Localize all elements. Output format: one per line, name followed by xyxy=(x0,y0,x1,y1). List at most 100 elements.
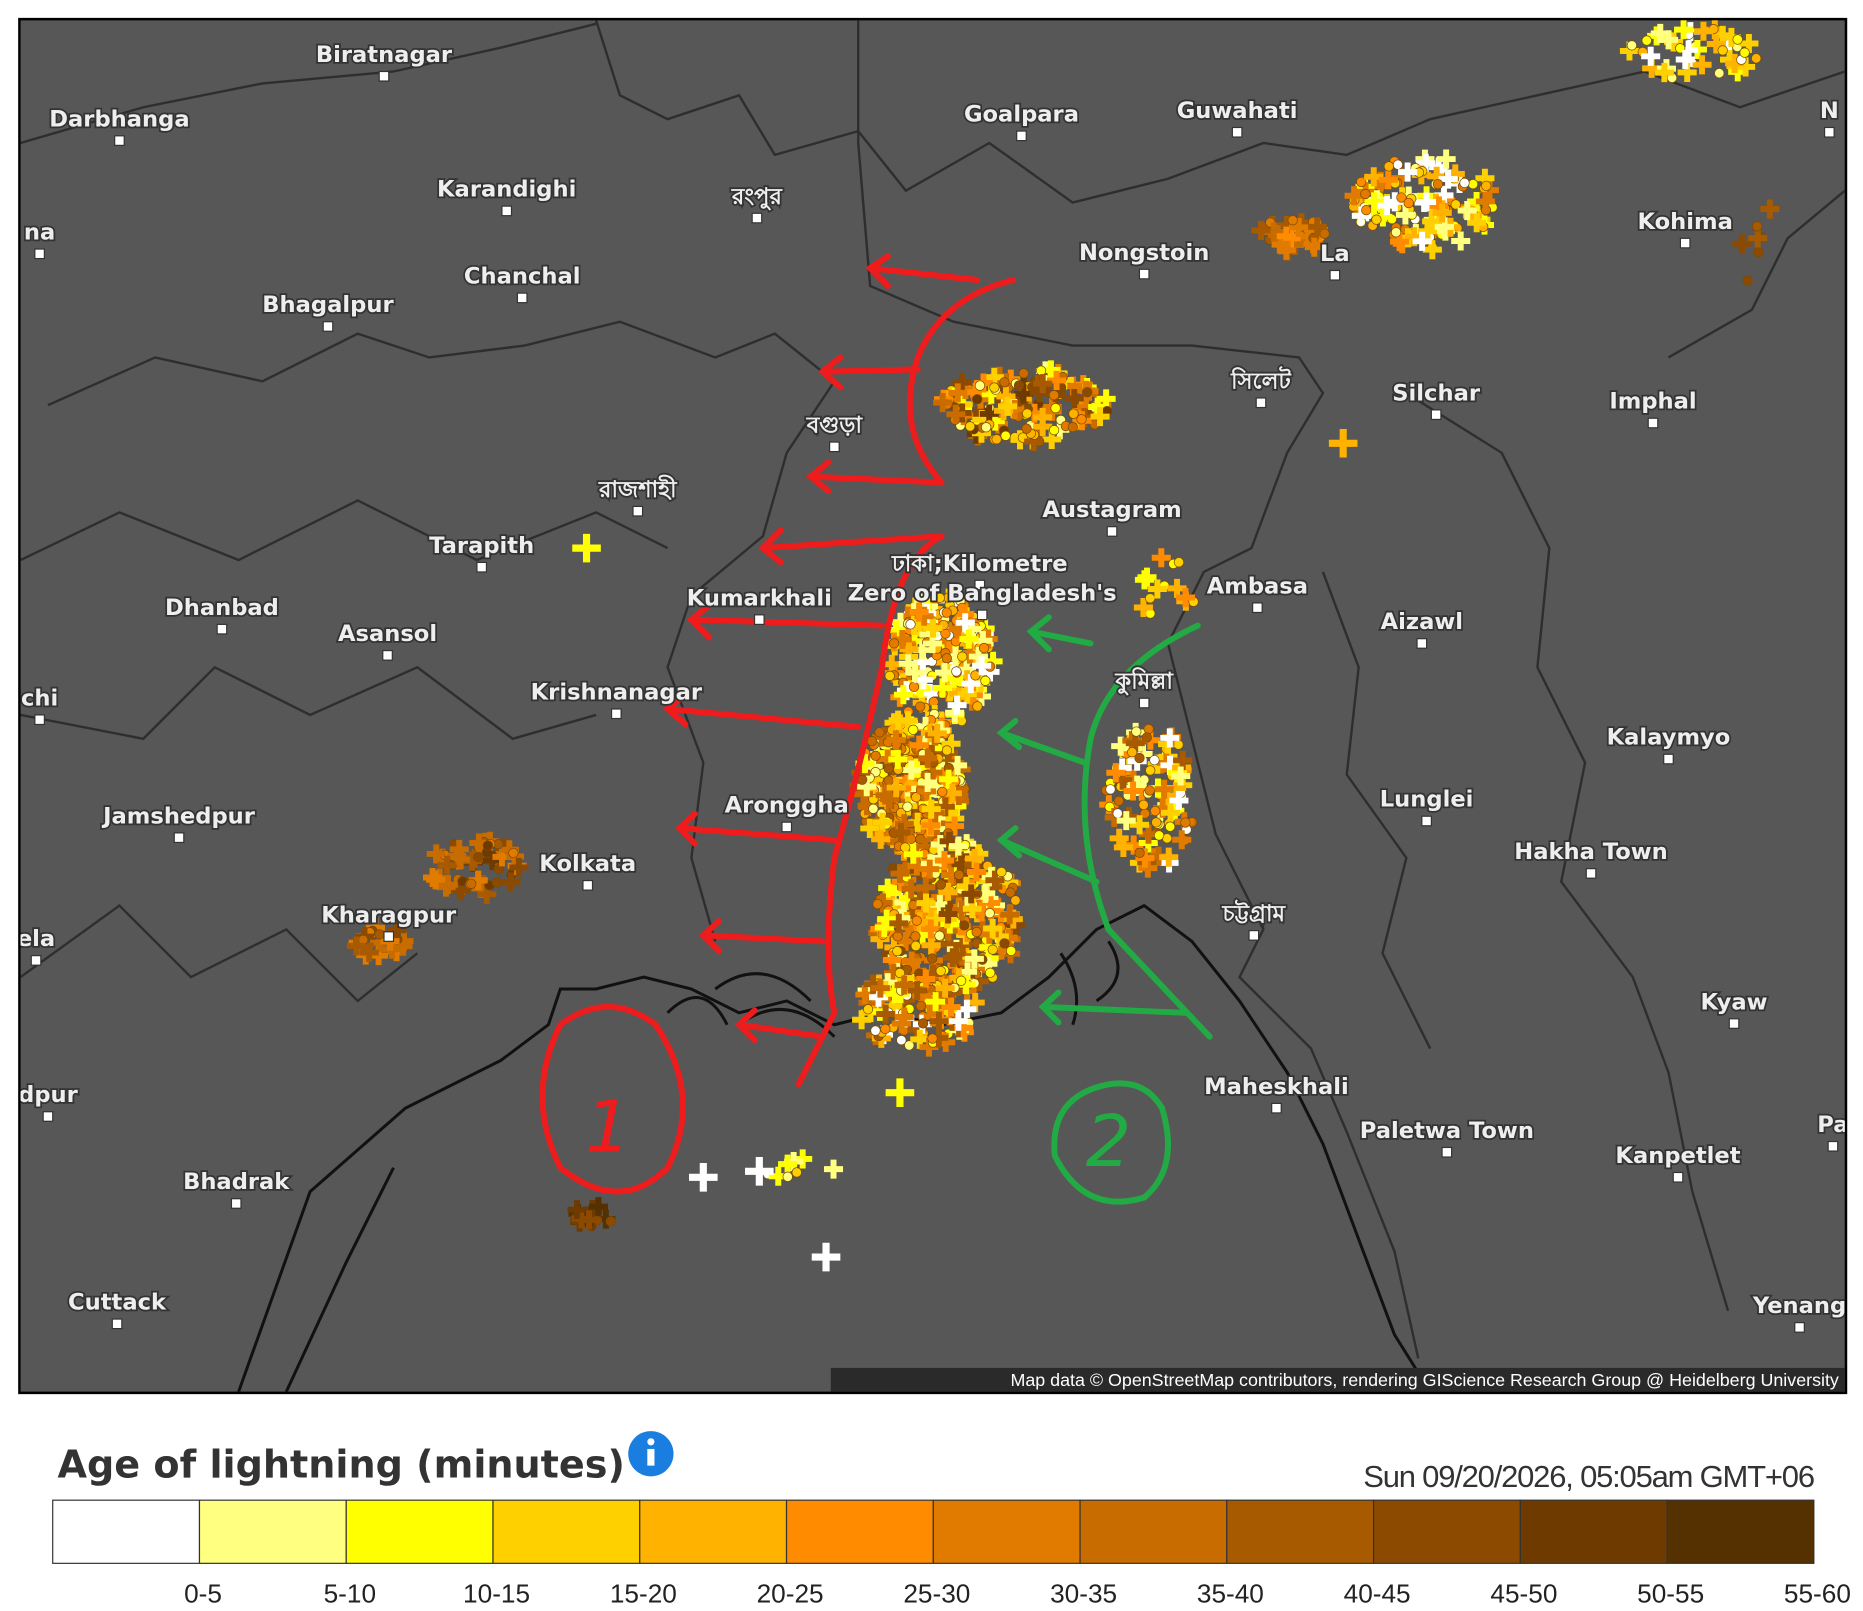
place-marker xyxy=(42,1111,54,1122)
lightning-strike xyxy=(1390,227,1402,238)
lightning-strike xyxy=(1378,170,1398,190)
place-marker xyxy=(1679,237,1691,249)
lightning-strike xyxy=(1033,374,1053,394)
place-marker xyxy=(976,609,988,621)
lightning-strike xyxy=(862,1004,874,1015)
lightning-strike xyxy=(493,863,504,875)
lightning-strike xyxy=(935,965,946,977)
lightning-strike xyxy=(1304,237,1324,257)
place-label: রাজশাহী xyxy=(598,474,678,503)
lightning-strike xyxy=(1739,47,1750,58)
lightning-strike xyxy=(437,855,457,875)
legend-label: 20-25 xyxy=(757,1579,824,1609)
place-label: Hakha Town xyxy=(1514,839,1667,865)
place-label: Goalpara xyxy=(964,102,1079,128)
legend-title: Age of lightning (minutes) xyxy=(57,1443,624,1487)
lightning-strike xyxy=(951,666,962,677)
lightning-strike xyxy=(910,940,921,952)
lightning-strike xyxy=(1022,408,1033,419)
legend-label: 5-10 xyxy=(324,1579,376,1609)
place-marker xyxy=(1827,1140,1839,1152)
info-button[interactable] xyxy=(628,1431,674,1477)
lightning-strike xyxy=(918,748,938,768)
lightning-strike xyxy=(1760,199,1780,219)
lightning-strike xyxy=(1180,817,1191,828)
lightning-strike xyxy=(1328,428,1358,458)
timestamp: Sun 09/20/2026, 05:05am GMT+06 xyxy=(1363,1459,1814,1494)
lightning-strike xyxy=(957,651,968,662)
lightning-strike xyxy=(1050,402,1061,414)
place-marker xyxy=(322,321,334,332)
lightning-strike xyxy=(1141,732,1152,743)
lightning-strike xyxy=(482,851,502,871)
lightning-strike xyxy=(920,859,940,879)
place-label: Asansol xyxy=(338,621,437,647)
place-marker xyxy=(1647,417,1659,429)
lightning-strike xyxy=(1753,247,1764,258)
lightning-strike xyxy=(1732,234,1752,254)
lightning-strike xyxy=(996,866,1007,878)
place-label: Ambasa xyxy=(1207,573,1308,599)
place-label: ঢাকা;Kilometre xyxy=(891,551,1068,577)
lightning-strike xyxy=(927,1033,938,1044)
lightning-strike xyxy=(935,879,947,890)
lightning-strike xyxy=(1172,830,1192,850)
map[interactable]: 1 2 Biratnagar Darbhanga Goalpara Guwahati K… xyxy=(17,20,1849,1392)
legend-label: 45-50 xyxy=(1490,1579,1557,1609)
lightning-strike xyxy=(917,1018,929,1029)
place-label: N xyxy=(1820,98,1839,124)
lightning-strike xyxy=(1361,205,1372,216)
lightning-strike xyxy=(1457,201,1477,221)
attribution: Map data © OpenStreetMap contributors, r… xyxy=(1010,1370,1838,1390)
lightning-strike xyxy=(1147,579,1167,599)
legend-swatch xyxy=(345,1499,494,1564)
lightning-strike xyxy=(987,944,998,955)
lightning-strike xyxy=(901,879,921,899)
place-marker xyxy=(111,1318,123,1330)
lightning-strike xyxy=(947,695,967,715)
lightning-strike xyxy=(1000,905,1020,925)
lightning-strike xyxy=(880,1023,891,1034)
lightning-strike xyxy=(892,946,903,957)
lightning-strike xyxy=(886,778,906,798)
lightning-strike xyxy=(891,822,911,843)
lightning-strike xyxy=(978,642,990,654)
lightning-strike xyxy=(984,908,995,919)
legend-label: 50-55 xyxy=(1637,1579,1704,1609)
lightning-strike xyxy=(1481,180,1492,191)
place-label: চট্টগ্রাম xyxy=(1222,898,1287,927)
place-marker xyxy=(30,955,42,966)
lightning-strike xyxy=(1145,765,1156,776)
lightning-strike xyxy=(1113,837,1133,857)
place-marker xyxy=(476,561,488,573)
place-marker xyxy=(114,135,125,146)
lightning-strike xyxy=(880,789,900,809)
lightning-strike xyxy=(1344,186,1364,206)
place-marker xyxy=(1138,268,1150,280)
legend: 0-5 5-10 10-15 15-20 20-25 25-30 30-35 35-40 40-… xyxy=(52,1499,1851,1609)
lightning-strike xyxy=(1113,795,1124,807)
lightning-strike xyxy=(980,675,991,686)
lightning-strike xyxy=(900,842,911,853)
place-label: Krishnanagar xyxy=(531,679,703,705)
lightning-strike xyxy=(1033,407,1053,427)
lightning-strike xyxy=(1392,159,1403,170)
lightning-strike xyxy=(1013,380,1025,391)
place-label: Kohima xyxy=(1637,209,1732,235)
lightning-strike xyxy=(983,919,1003,939)
place-label: বগুড়া xyxy=(806,413,864,439)
lightning-strike xyxy=(1717,45,1728,56)
lightning-strike xyxy=(811,1242,841,1272)
lightning-strike xyxy=(974,380,986,391)
lightning-strike xyxy=(1154,779,1174,799)
lightning-strike xyxy=(921,935,941,955)
lightning-strike xyxy=(894,967,905,979)
lightning-strike xyxy=(482,840,494,851)
place-label: Aronggha xyxy=(725,793,849,819)
lightning-strike xyxy=(1403,197,1414,209)
lightning-strike xyxy=(910,931,921,942)
lightning-strike xyxy=(1171,766,1191,786)
annotation-label: 1 xyxy=(585,1086,630,1169)
lightning-strike xyxy=(1641,46,1661,66)
lightning-strike xyxy=(1000,430,1011,441)
